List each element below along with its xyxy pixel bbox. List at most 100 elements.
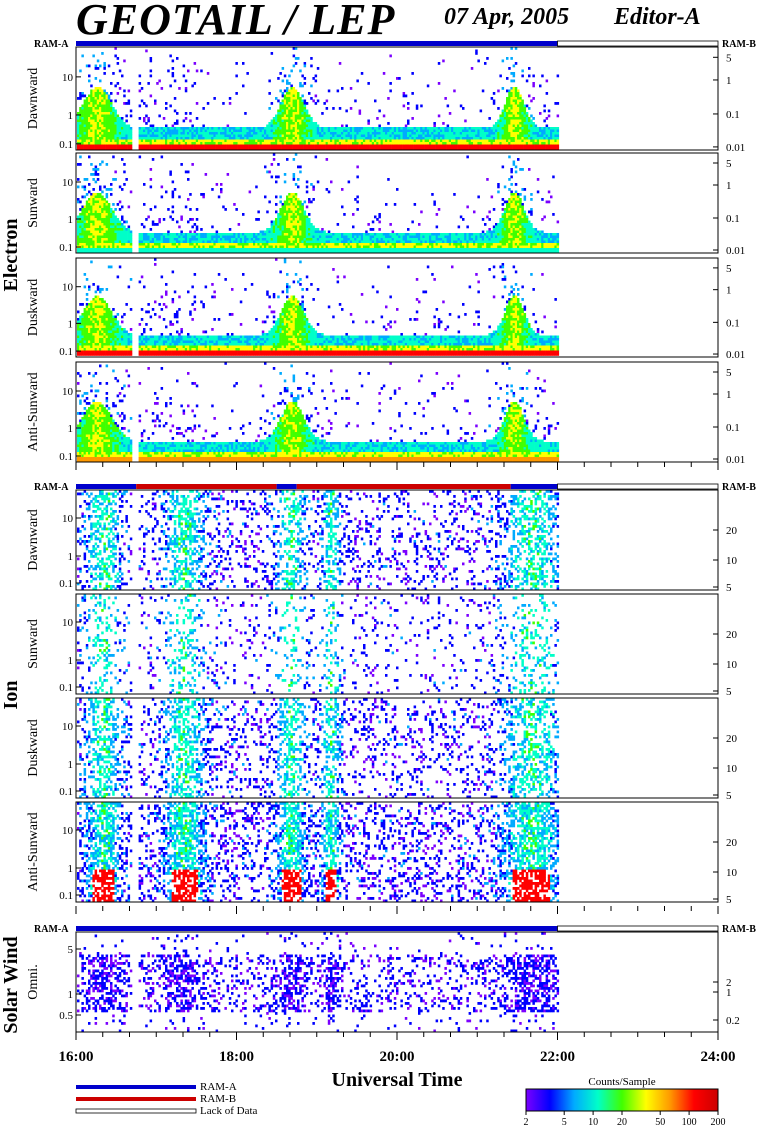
panel-sunward: Sunward 10 1 0.1 20 10 5 bbox=[26, 593, 738, 698]
left-tick-label: 0.5 bbox=[59, 1010, 73, 1022]
ram-right-label: RAM-B bbox=[722, 39, 756, 50]
time-axis-ticks bbox=[75, 906, 719, 914]
x-tick-label: 20:00 bbox=[380, 1049, 415, 1065]
colorbar-gradient bbox=[525, 1088, 719, 1112]
right-tick-label: 5 bbox=[726, 158, 732, 170]
panel-anti-sunward: Anti-Sunward 10 1 0.1 5 1 0.1 0.01 bbox=[26, 361, 745, 466]
panel-frame bbox=[75, 593, 719, 695]
left-tick-label: 10 bbox=[62, 617, 74, 629]
panel-duskward: Duskward 10 1 0.1 5 1 0.1 0.01 bbox=[26, 257, 745, 361]
panel-frame bbox=[75, 697, 719, 799]
left-tick-label: 10 bbox=[62, 177, 74, 189]
right-tick-label: 0.1 bbox=[726, 109, 740, 121]
ram-left-label: RAM-A bbox=[34, 482, 69, 493]
left-tick-label: 0.1 bbox=[59, 578, 73, 590]
right-tick-label: 5 bbox=[726, 686, 732, 698]
left-tick-label: 0.1 bbox=[59, 682, 73, 694]
right-tick-label: 20 bbox=[726, 733, 738, 745]
colorbar-tick-label: 50 bbox=[655, 1117, 665, 1128]
right-tick-label: 5 bbox=[726, 263, 732, 275]
left-tick-label: 1 bbox=[68, 214, 74, 226]
ram-segment bbox=[76, 484, 137, 489]
ram-segment bbox=[76, 926, 558, 931]
right-tick-label: 20 bbox=[726, 837, 738, 849]
panel-frame bbox=[75, 152, 719, 254]
panel-label: Sunward bbox=[26, 178, 41, 228]
colorbar-tick-label: 100 bbox=[682, 1117, 697, 1128]
panel-frame bbox=[75, 489, 719, 591]
right-tick-label: 10 bbox=[726, 867, 738, 879]
panel-label: Sunward bbox=[26, 619, 41, 669]
panel-label: Dawnward bbox=[26, 68, 41, 129]
left-tick-label: 1 bbox=[68, 110, 74, 122]
left-tick-label: 0.1 bbox=[59, 890, 73, 902]
right-tick-label: 0.1 bbox=[726, 213, 740, 225]
ram-left-label: RAM-A bbox=[34, 39, 69, 50]
panel-dawnward: Dawnward 10 1 0.1 5 1 0.1 0.01 bbox=[26, 46, 745, 154]
ram-segment-lack bbox=[557, 40, 719, 47]
x-axis: 16:00 18:00 20:00 22:00 24:00 Universal Time bbox=[59, 1049, 736, 1091]
ram-mode-bar: RAM-A RAM-B bbox=[34, 482, 756, 493]
colorbar-tick-label: 5 bbox=[562, 1117, 567, 1128]
right-tick-label: 10 bbox=[726, 555, 738, 567]
heatmap-cells bbox=[77, 47, 560, 150]
left-tick-label: 0.1 bbox=[59, 346, 73, 358]
left-tick-label: 1 bbox=[68, 655, 74, 667]
colorbar-title: Counts/Sample bbox=[588, 1076, 655, 1088]
ram-b-swatch bbox=[76, 1097, 196, 1101]
panel-frame bbox=[75, 46, 719, 151]
right-tick-label: 20 bbox=[726, 525, 738, 537]
panel-label: Dawnward bbox=[26, 509, 41, 570]
right-tick-label: 20 bbox=[726, 629, 738, 641]
time-axis-ticks bbox=[75, 1032, 719, 1040]
colorbar-tick-label: 10 bbox=[588, 1117, 598, 1128]
panel-label: Anti-Sunward bbox=[26, 372, 41, 451]
heatmap-cells bbox=[77, 698, 560, 799]
right-tick-label: 1 bbox=[726, 180, 732, 192]
panel-label: Duskward bbox=[26, 719, 41, 777]
left-tick-label: 10 bbox=[62, 282, 74, 294]
time-axis-ticks bbox=[75, 462, 719, 470]
right-tick-label: 1 bbox=[726, 75, 732, 87]
right-tick-label: 0.1 bbox=[726, 317, 740, 329]
left-tick-label: 1 bbox=[68, 318, 74, 330]
panel-label: Duskward bbox=[26, 279, 41, 337]
chart-editor: Editor-A bbox=[614, 4, 701, 31]
colorbar-tick-label: 20 bbox=[617, 1117, 627, 1128]
left-tick-label: 10 bbox=[62, 721, 74, 733]
left-tick-label: 10 bbox=[62, 513, 74, 525]
group-electron: RAM-A RAM-B Electron Dawnward 10 1 0.1 5 1 0.1 0.0… bbox=[0, 39, 756, 470]
right-tick-label: 1 bbox=[726, 285, 732, 297]
ram-b-label: RAM-B bbox=[200, 1093, 236, 1105]
group-ion: RAM-A RAM-B Ion Dawnward 10 1 0.1 20 10 5 Sunward 1… bbox=[0, 482, 756, 914]
left-tick-label: 10 bbox=[62, 386, 74, 398]
right-tick-label: 5 bbox=[726, 367, 732, 379]
right-tick-label: 10 bbox=[726, 659, 738, 671]
ram-segment-lack bbox=[557, 483, 719, 490]
right-tick-label: 0.01 bbox=[726, 454, 745, 466]
ram-segment bbox=[510, 484, 558, 489]
ram-segment-lack bbox=[557, 925, 719, 932]
ram-right-label: RAM-B bbox=[722, 482, 756, 493]
right-tick-label: 0.01 bbox=[726, 245, 745, 257]
left-tick-label: 0.1 bbox=[59, 242, 73, 254]
right-tick-label: 10 bbox=[726, 763, 738, 775]
x-tick-label: 24:00 bbox=[701, 1049, 736, 1065]
heatmap-cells bbox=[77, 490, 560, 591]
colorbar: Counts/Sample 2 5 10 20 50 100 200 bbox=[524, 1076, 726, 1128]
ram-left-label: RAM-A bbox=[34, 924, 69, 935]
heatmap-cells bbox=[77, 258, 560, 356]
heatmap-cells bbox=[77, 802, 560, 903]
right-tick-label: 5 bbox=[726, 582, 732, 594]
heatmap-cells bbox=[77, 153, 560, 254]
panel-label: Anti-Sunward bbox=[26, 812, 41, 891]
x-tick-label: 18:00 bbox=[219, 1049, 254, 1065]
panel-anti-sunward: Anti-Sunward 10 1 0.1 20 10 5 bbox=[26, 801, 738, 906]
right-tick-label: 5 bbox=[726, 894, 732, 906]
ram-segment bbox=[136, 484, 277, 489]
panel-duskward: Duskward 10 1 0.1 20 10 5 bbox=[26, 697, 738, 802]
right-tick-label: 1 bbox=[726, 987, 732, 999]
